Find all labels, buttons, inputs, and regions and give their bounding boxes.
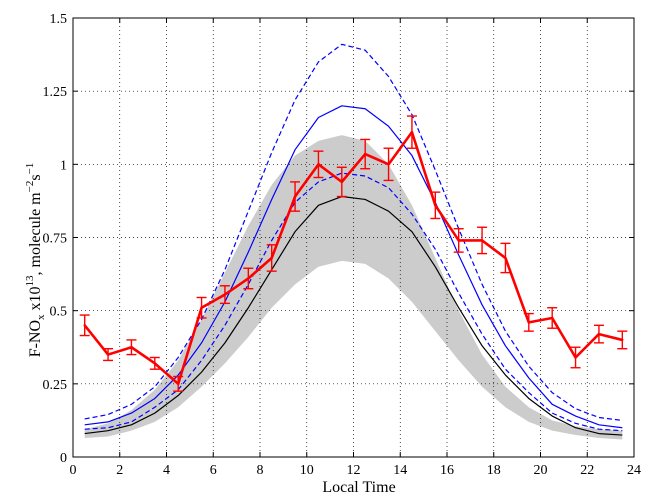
observed-point xyxy=(130,346,133,349)
observed-point xyxy=(480,239,484,242)
y-axis-label-sup3: −1 xyxy=(24,163,36,175)
x-axis-label: Local Time xyxy=(322,479,395,496)
observed-point xyxy=(317,163,320,166)
observed-point xyxy=(153,362,157,365)
observed-point xyxy=(247,277,250,280)
y-axis-label-main: F-NO xyxy=(27,320,44,357)
y-tick-label: 1.25 xyxy=(43,85,68,100)
y-axis-label-sup2: −2 xyxy=(24,181,36,193)
x-tick-label: 22 xyxy=(580,463,594,478)
y-axis-label-sub: x xyxy=(35,314,47,320)
observed-point xyxy=(621,338,624,342)
y-tick-label: 0.5 xyxy=(50,305,68,320)
y-axis-label-sup1: 13 xyxy=(24,275,36,287)
series-layer xyxy=(79,43,628,436)
x-tick-label: 8 xyxy=(257,463,264,478)
x-tick-label: 4 xyxy=(163,463,170,478)
observed-point xyxy=(387,163,390,166)
x-tick-label: 2 xyxy=(116,463,123,478)
y-tick-label: 1 xyxy=(60,158,67,173)
x-tick-label: 24 xyxy=(627,463,641,478)
x-tick-label: 10 xyxy=(300,463,314,478)
observed-point xyxy=(574,356,577,359)
x-tick-label: 14 xyxy=(393,463,407,478)
y-axis-label: F-NOx x1013, molecule m−2s−1 xyxy=(24,163,47,358)
observed-point xyxy=(410,130,414,134)
series-line-dashed-blue-2 xyxy=(84,172,623,432)
observed-point xyxy=(83,324,86,327)
uncertainty-band-layer xyxy=(84,135,623,440)
uncertainty-band xyxy=(84,135,623,440)
y-tick-label: 1.5 xyxy=(50,12,68,27)
y-tick-label: 0.25 xyxy=(43,378,68,393)
grid-layer xyxy=(73,18,634,457)
observed-point xyxy=(270,256,273,260)
observed-point xyxy=(504,256,507,260)
y-tick-label: 0.75 xyxy=(43,232,68,247)
x-tick-label: 0 xyxy=(70,463,77,478)
axes-layer xyxy=(72,17,635,458)
observed-point xyxy=(176,382,180,386)
observed-point xyxy=(457,239,460,242)
tick-label-layer: 0 2 4 6 8 10 12 14 16 18 20 22 2400.250.50.7511.251.… xyxy=(43,12,642,478)
series-line-solid-black-0 xyxy=(84,195,623,436)
observed-point xyxy=(106,353,110,356)
observed-series-line xyxy=(83,130,623,386)
observed-point xyxy=(223,293,227,296)
x-tick-label: 12 xyxy=(347,463,361,478)
x-tick-label: 16 xyxy=(440,463,454,478)
observed-point xyxy=(340,180,344,184)
observed-point xyxy=(293,195,297,198)
x-tick-label: 18 xyxy=(487,463,501,478)
observed-point xyxy=(597,332,601,336)
observed-point xyxy=(550,316,554,320)
observed-point xyxy=(527,321,531,324)
y-axis-label-tail: , molecule m xyxy=(27,192,44,276)
y-tick-label: 0 xyxy=(60,451,67,466)
x-tick-label: 6 xyxy=(210,463,217,478)
x-tick-label: 20 xyxy=(534,463,548,478)
y-axis-label-unit2: s xyxy=(27,174,44,180)
observed-point xyxy=(363,152,367,156)
observed-point xyxy=(434,204,437,207)
y-axis-label-mid: x10 xyxy=(27,286,44,314)
observed-point xyxy=(200,306,203,309)
